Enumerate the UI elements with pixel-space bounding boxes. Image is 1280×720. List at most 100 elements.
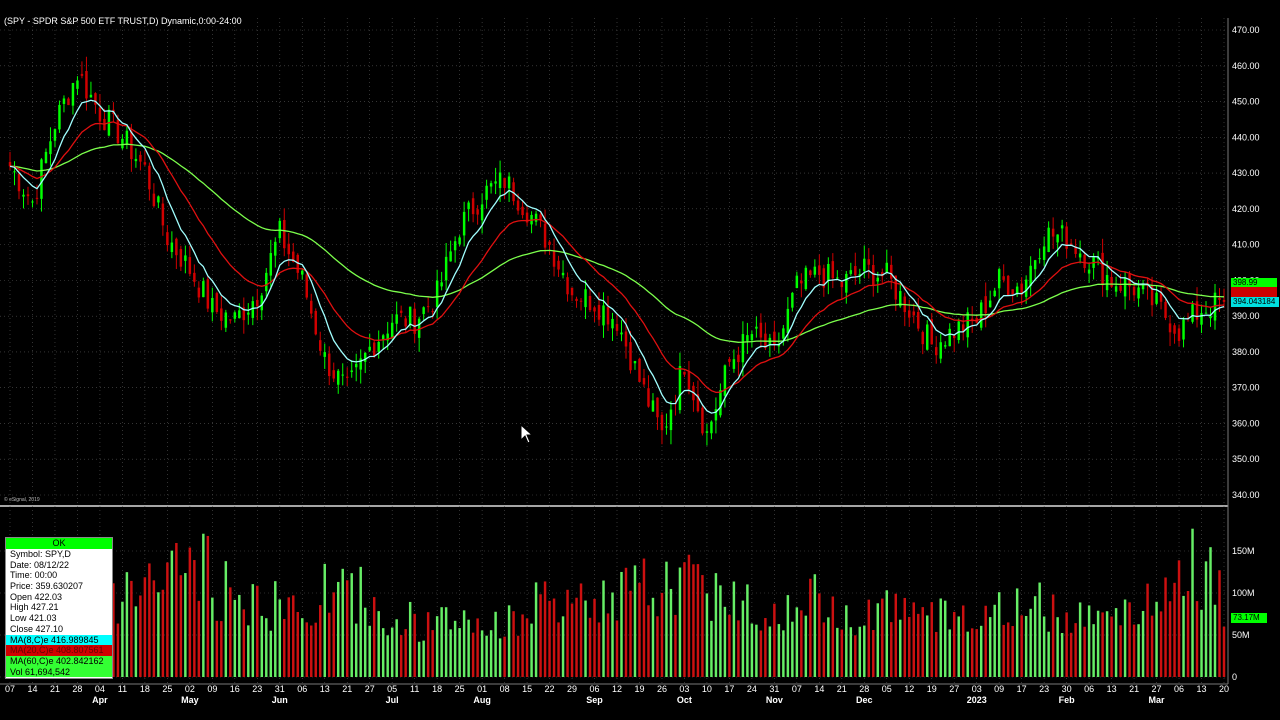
volume-bar bbox=[1213, 604, 1217, 677]
volume-bar bbox=[305, 622, 308, 677]
volume-bar bbox=[530, 623, 533, 677]
day-tick-label: 19 bbox=[634, 684, 644, 694]
data-window[interactable]: OK Symbol: SPY,D Date: 08/12/22 Time: 00… bbox=[5, 537, 113, 679]
volume-bar bbox=[988, 617, 992, 677]
volume-bar bbox=[1173, 582, 1176, 677]
copyright-text: © eSignal, 2019 bbox=[4, 497, 40, 503]
candle-body bbox=[274, 241, 277, 256]
candle-body bbox=[1047, 227, 1050, 252]
volume-bar bbox=[561, 616, 565, 677]
candle-body bbox=[1029, 265, 1032, 286]
candle-body bbox=[292, 251, 295, 262]
volume-bar bbox=[417, 641, 421, 677]
price-tick-label: 390.00 bbox=[1232, 311, 1260, 321]
candle-body bbox=[728, 359, 731, 362]
volume-bar bbox=[1150, 615, 1154, 677]
volume-bar bbox=[1123, 599, 1127, 677]
volume-bar bbox=[386, 635, 389, 677]
candle-body bbox=[1110, 277, 1113, 287]
candle-body bbox=[714, 409, 718, 421]
candle-body bbox=[121, 138, 124, 149]
candle-body bbox=[840, 281, 844, 288]
volume-bar bbox=[336, 581, 340, 677]
volume-bar bbox=[570, 603, 574, 677]
day-tick-label: 14 bbox=[814, 684, 824, 694]
volume-bar bbox=[840, 629, 844, 677]
candle-body bbox=[943, 345, 947, 347]
candle-body bbox=[665, 426, 668, 428]
candle-body bbox=[1096, 257, 1100, 259]
volume-bar bbox=[692, 564, 695, 677]
dw-ma60: MA(60,C)e 402.842162 bbox=[6, 655, 112, 667]
candle-body bbox=[795, 275, 799, 288]
day-tick-label: 12 bbox=[904, 684, 914, 694]
day-tick-label: 06 bbox=[1174, 684, 1184, 694]
price-tick-label: 370.00 bbox=[1232, 383, 1260, 393]
candle-body bbox=[1038, 258, 1041, 260]
volume-bar bbox=[876, 603, 880, 677]
day-tick-label: 12 bbox=[612, 684, 622, 694]
day-tick-label: 24 bbox=[747, 684, 757, 694]
volume-bar bbox=[606, 613, 610, 677]
candle-body bbox=[1132, 286, 1136, 296]
volume-bar bbox=[1218, 570, 1221, 677]
candle-body bbox=[1222, 300, 1226, 302]
day-tick-label: 28 bbox=[859, 684, 869, 694]
volume-bar bbox=[624, 567, 628, 677]
candle-body bbox=[422, 307, 425, 315]
candle-body bbox=[786, 308, 790, 334]
volume-bar bbox=[368, 625, 371, 677]
volume-bar bbox=[665, 561, 668, 677]
candle-body bbox=[1020, 283, 1023, 295]
volume-bar bbox=[170, 550, 174, 677]
candle-body bbox=[1087, 269, 1091, 274]
volume-bar bbox=[1182, 595, 1185, 677]
volume-bar bbox=[647, 605, 650, 677]
volume-bar bbox=[197, 600, 201, 677]
candle-body bbox=[867, 259, 871, 265]
month-tick-label: Dec bbox=[856, 695, 873, 705]
day-tick-label: 19 bbox=[927, 684, 937, 694]
candle-body bbox=[917, 311, 920, 329]
volume-bar bbox=[1056, 617, 1059, 677]
candle-body bbox=[440, 282, 443, 287]
candle-body bbox=[179, 249, 183, 267]
ma60-line bbox=[9, 143, 1225, 343]
volume-bar bbox=[1168, 601, 1172, 677]
candle-body bbox=[1137, 287, 1140, 299]
volume-bar bbox=[238, 594, 241, 677]
volume-bar bbox=[984, 605, 987, 677]
candle-body bbox=[845, 273, 848, 293]
day-tick-label: 07 bbox=[5, 684, 15, 694]
day-tick-label: 25 bbox=[455, 684, 465, 694]
volume-bar bbox=[166, 562, 169, 677]
candle-body bbox=[125, 130, 129, 145]
candle-body bbox=[1051, 228, 1055, 237]
volume-bar bbox=[1051, 594, 1055, 677]
candle-body bbox=[521, 206, 524, 216]
candle-body bbox=[750, 334, 754, 341]
candle-body bbox=[184, 255, 187, 261]
volume-bar bbox=[1069, 632, 1073, 677]
day-tick-label: 27 bbox=[949, 684, 959, 694]
candle-body bbox=[1123, 278, 1127, 297]
candle-body bbox=[633, 361, 637, 364]
day-tick-label: 31 bbox=[769, 684, 779, 694]
day-tick-label: 13 bbox=[1107, 684, 1117, 694]
volume-bar bbox=[728, 614, 731, 677]
day-tick-label: 01 bbox=[477, 684, 487, 694]
candle-body bbox=[1042, 246, 1046, 260]
volume-bar bbox=[719, 585, 722, 677]
ma8-badge: 398.99 bbox=[1231, 278, 1277, 288]
candle-body bbox=[116, 119, 120, 144]
volume-bar bbox=[1186, 591, 1190, 677]
candle-body bbox=[606, 307, 610, 325]
candle-body bbox=[539, 214, 542, 221]
candle-body bbox=[642, 378, 646, 385]
candle-body bbox=[49, 141, 52, 155]
candle-body bbox=[615, 324, 619, 331]
volume-bar bbox=[503, 636, 506, 677]
candle-body bbox=[885, 262, 889, 273]
